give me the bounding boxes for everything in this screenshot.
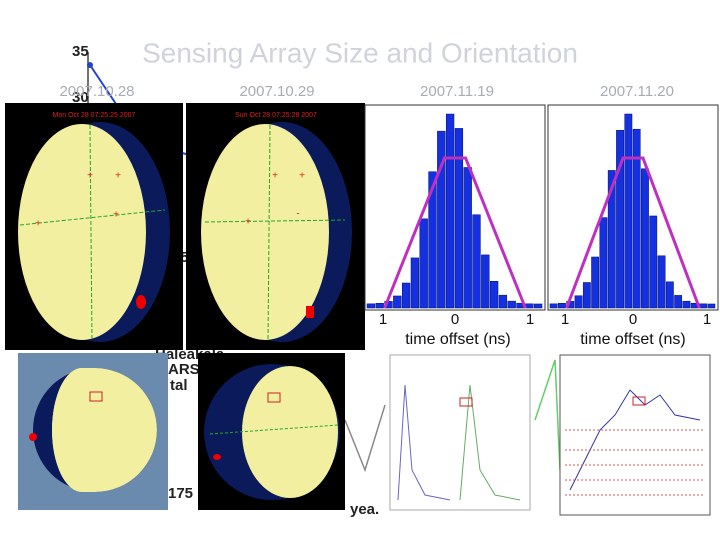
histogram-bar: [498, 294, 508, 309]
histogram-image: [364, 104, 546, 311]
slide-title: Sensing Array Size and Orientation: [142, 37, 578, 68]
fit-curve: [383, 156, 527, 309]
tick-label: 0: [629, 311, 637, 328]
histogram-bar: [472, 214, 481, 309]
svg-text:+: +: [272, 171, 278, 182]
fit-curve: [565, 156, 701, 309]
histogram-bar: [582, 282, 591, 309]
histogram-bar: [393, 295, 402, 309]
sky-image: [198, 353, 345, 510]
histogram-bar: [445, 113, 455, 309]
histogram-bar: [574, 295, 583, 309]
histogram-bar: [591, 256, 600, 309]
histogram-bar: [657, 255, 666, 309]
svg-text:-: -: [296, 209, 299, 220]
sky-image: + + + + Mon Oct 28 07:25:25 2007: [5, 103, 183, 350]
histogram-bar: [607, 170, 616, 309]
series-line: [534, 359, 561, 471]
histogram-bar: [375, 303, 384, 309]
histogram-bar: [401, 282, 411, 309]
svg-text:+: +: [113, 210, 119, 221]
date-label: 2007.11.19: [420, 83, 494, 100]
histogram-bar: [599, 217, 608, 309]
plot-image: [389, 354, 531, 511]
histogram-bar: [674, 295, 683, 309]
histogram-bar: [454, 128, 464, 309]
tick-label: 0: [451, 311, 459, 328]
series-point: [87, 62, 93, 68]
svg-text:+: +: [35, 219, 41, 230]
fragment: 30: [72, 89, 89, 106]
tick-label: 1: [526, 311, 534, 328]
svg-text:+: +: [87, 171, 93, 182]
histogram-bar: [533, 303, 543, 309]
date-label: 2007.10.28: [59, 83, 134, 100]
histogram-bar: [366, 303, 376, 309]
image-caption: Mon Oct 28 07:25:25 2007: [53, 112, 136, 119]
sky-image: [18, 353, 168, 510]
plot-image: [559, 354, 711, 516]
image-caption: Sun Oct 28 07:25:28 2007: [235, 112, 317, 119]
histogram-bar: [419, 218, 428, 309]
series-line: [344, 404, 386, 473]
svg-text:+: +: [299, 171, 305, 182]
fragment: 175: [168, 485, 193, 502]
histogram-bar: [649, 215, 658, 309]
histogram-bar: [463, 167, 472, 309]
histogram-bar: [410, 257, 420, 309]
histogram-bar: [616, 130, 624, 309]
tick-label: 1: [703, 311, 711, 328]
histogram-bar: [558, 303, 566, 309]
fragment: 35: [72, 43, 89, 60]
date-label: 2007.10.29: [239, 83, 314, 100]
histogram-bar: [489, 281, 499, 309]
histogram-bar: [437, 130, 446, 309]
fragment: ARS: [168, 361, 200, 378]
histogram-bar: [507, 300, 516, 309]
sky-image: + + - + Sun Oct 28 07:25:28 2007: [186, 103, 365, 350]
histogram-bar: [707, 303, 716, 309]
histogram-bar: [632, 128, 641, 309]
axis-label: time offset (ns): [405, 331, 511, 348]
histogram-bar: [682, 300, 691, 309]
tick-label: 1: [561, 311, 569, 328]
histogram-bar: [624, 113, 633, 309]
fragment: yea.: [350, 501, 379, 518]
histogram-bar: [665, 281, 674, 309]
histogram-bar: [428, 171, 437, 309]
tick-label: 1: [379, 311, 387, 328]
histogram-bar: [641, 168, 649, 309]
axis-label: time offset (ns): [580, 331, 686, 348]
histogram-bar: [549, 303, 558, 309]
histogram-image: [547, 104, 719, 311]
date-label: 2007.11.20: [600, 83, 674, 100]
histogram-bar: [481, 254, 490, 309]
svg-text:+: +: [245, 217, 251, 228]
fragment: tal: [170, 377, 188, 394]
svg-text:+: +: [115, 171, 121, 182]
